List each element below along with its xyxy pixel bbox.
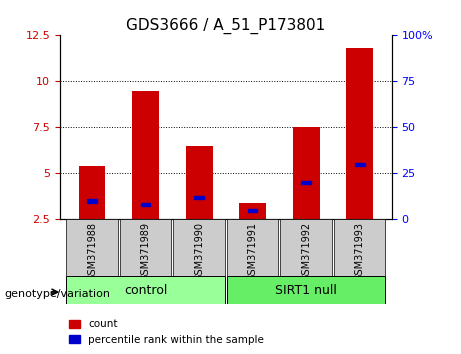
Title: GDS3666 / A_51_P173801: GDS3666 / A_51_P173801 [126,18,325,34]
Bar [194,196,204,199]
Bar [66,276,225,304]
Text: GSM371991: GSM371991 [248,222,258,281]
Bar [293,127,319,219]
Bar [173,219,225,276]
Legend: count, percentile rank within the sample: count, percentile rank within the sample [65,315,268,349]
Bar [334,219,385,276]
Bar [280,219,332,276]
Bar [346,48,373,219]
Bar [239,203,266,219]
Bar [79,166,106,219]
Text: GSM371989: GSM371989 [141,222,151,281]
Bar [132,91,159,219]
Text: genotype/variation: genotype/variation [5,289,111,299]
Bar [120,219,171,276]
Bar [66,219,118,276]
Bar [227,276,385,304]
Text: SIRT1 null: SIRT1 null [275,284,337,297]
Text: control: control [124,284,167,297]
Bar [141,203,150,206]
Bar [186,146,213,219]
Text: GSM371992: GSM371992 [301,222,311,281]
Bar [355,162,365,166]
Bar [87,199,97,203]
Bar [227,219,278,276]
Text: GSM371993: GSM371993 [355,222,365,281]
Bar [248,209,258,212]
Text: GSM371988: GSM371988 [87,222,97,281]
Text: GSM371990: GSM371990 [194,222,204,281]
Bar [301,181,311,184]
